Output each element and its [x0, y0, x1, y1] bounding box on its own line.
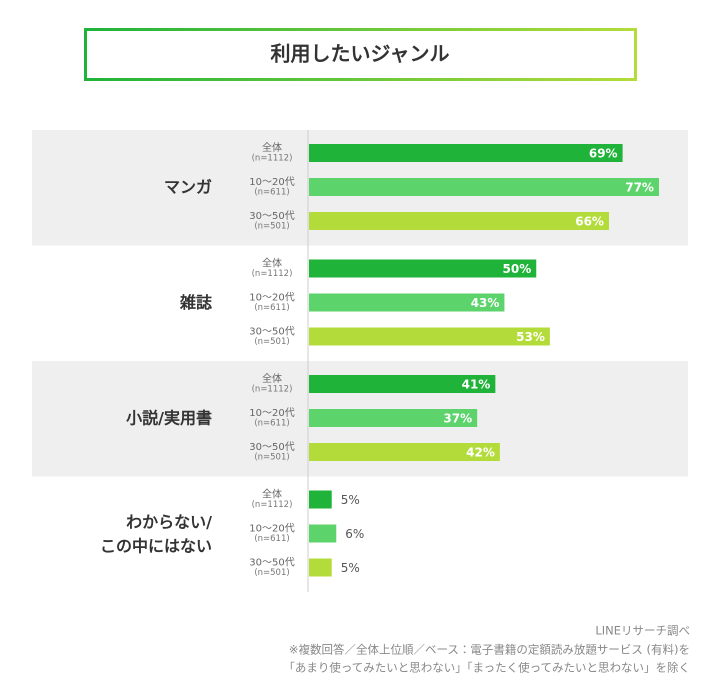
category-label: 小説/実用書: [126, 408, 212, 427]
value-label: 5%: [341, 493, 360, 507]
value-label: 42%: [466, 446, 495, 460]
value-label: 37%: [443, 412, 472, 426]
note: 「あまり使ってみたいと思わない」「まったく使ってみたいと思わない」を除く: [283, 661, 690, 675]
series-label: 30〜50代: [249, 557, 294, 569]
bar: [309, 144, 623, 162]
value-label: 50%: [503, 262, 532, 276]
series-sample: (n=1112): [252, 269, 293, 279]
series-label: 30〜50代: [249, 441, 294, 453]
series-sample: (n=611): [254, 188, 289, 198]
series-label: 30〜50代: [249, 210, 294, 222]
series-sample: (n=611): [254, 303, 289, 313]
series-label: 30〜50代: [249, 326, 294, 338]
series-sample: (n=501): [254, 222, 289, 232]
series-label: 10〜20代: [249, 407, 294, 419]
value-label: 5%: [341, 561, 360, 575]
note: ※複数回答／全体上位順／ベース：電子書籍の定額読み放題サービス (有料)を: [289, 643, 690, 657]
bar: [309, 259, 537, 278]
series-sample: (n=501): [254, 453, 289, 463]
bar: [309, 293, 505, 312]
bar: [309, 212, 609, 230]
series-sample: (n=1112): [252, 500, 293, 510]
series-sample: (n=501): [254, 568, 289, 578]
value-label: 41%: [462, 378, 491, 392]
series-sample: (n=611): [254, 534, 289, 544]
series-sample: (n=1112): [252, 154, 293, 164]
bar: [309, 443, 500, 461]
bar: [309, 327, 550, 346]
bar: [309, 409, 478, 427]
value-label: 69%: [589, 147, 618, 161]
series-label: 全体: [262, 141, 282, 154]
bar: [309, 178, 659, 196]
series-sample: (n=501): [254, 337, 289, 347]
value-label: 53%: [516, 330, 545, 344]
series-sample: (n=611): [254, 419, 289, 429]
series-label: 10〜20代: [249, 292, 294, 304]
category-label: マンガ: [164, 177, 212, 196]
bar: [309, 558, 332, 577]
value-label: 77%: [625, 181, 654, 195]
category-label: 雑誌: [179, 293, 212, 312]
series-label: 全体: [262, 372, 282, 385]
value-label: 6%: [345, 527, 364, 541]
bar: [309, 524, 337, 543]
bar: [309, 490, 332, 509]
series-label: 10〜20代: [249, 523, 294, 535]
value-label: 43%: [471, 296, 500, 310]
value-label: 66%: [575, 215, 604, 229]
title-box: [84, 28, 637, 81]
bar: [309, 375, 496, 393]
chart-title: 利用したいジャンル: [271, 42, 450, 66]
series-label: 全体: [262, 488, 282, 501]
category-label: わからない/この中にはない: [100, 512, 212, 555]
series-label: 全体: [262, 257, 282, 270]
series-label: 10〜20代: [249, 176, 294, 188]
series-sample: (n=1112): [252, 385, 293, 395]
source: LINEリサーチ調べ: [595, 624, 690, 638]
